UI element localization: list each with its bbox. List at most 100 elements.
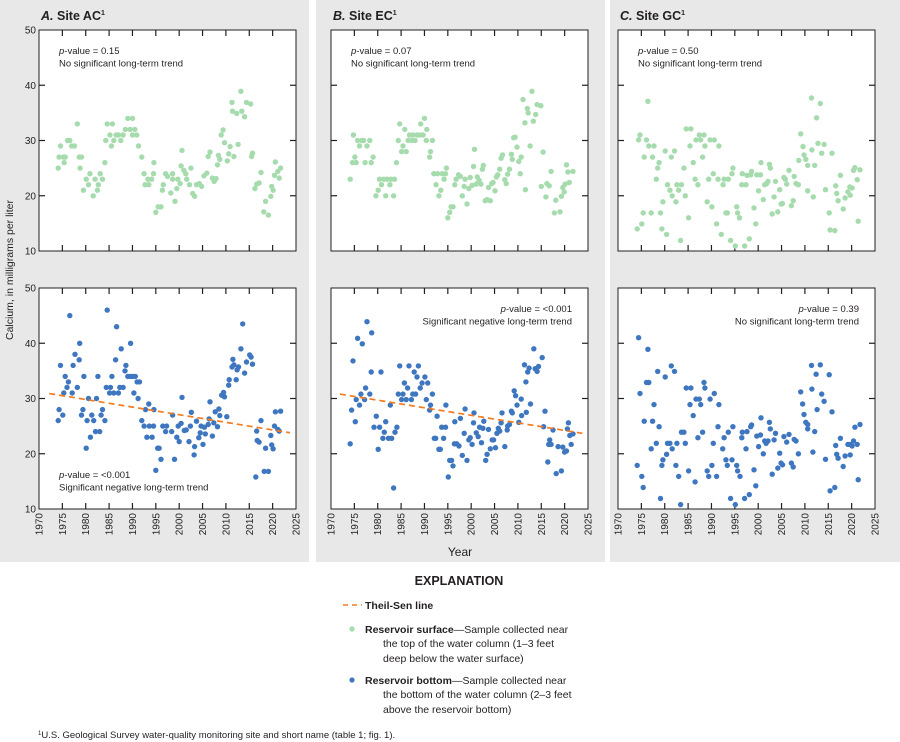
bottom-sample-point bbox=[741, 495, 748, 502]
surface-sample-point bbox=[158, 204, 164, 210]
bottom-sample-point bbox=[411, 369, 417, 375]
surface-sample-point bbox=[835, 198, 841, 204]
bottom-sample-point bbox=[702, 385, 708, 391]
bottom-sample-point bbox=[146, 423, 152, 429]
surface-sample-point bbox=[798, 131, 804, 137]
surface-sample-point bbox=[522, 120, 528, 126]
surface-sample-point bbox=[837, 172, 844, 178]
surface-sample-point bbox=[229, 108, 236, 114]
surface-sample-point bbox=[424, 126, 430, 133]
panel-title-b: B. Site EC1 bbox=[333, 9, 397, 23]
surface-sample-point bbox=[497, 166, 503, 172]
surface-sample-point bbox=[570, 168, 576, 175]
x-tick-label: 1975 bbox=[350, 513, 361, 536]
surface-sample-point bbox=[713, 221, 720, 227]
surface-sample-point bbox=[827, 227, 833, 233]
surface-sample-point bbox=[248, 101, 254, 107]
surface-sample-point bbox=[376, 176, 383, 182]
bottom-sample-point bbox=[716, 401, 722, 408]
bottom-sample-point bbox=[437, 446, 443, 452]
surface-sample-point bbox=[634, 226, 640, 232]
bottom-sample-point bbox=[790, 464, 796, 470]
surface-sample-point bbox=[782, 176, 788, 182]
bottom-sample-point bbox=[685, 468, 692, 474]
bottom-sample-point bbox=[171, 456, 178, 462]
surface-sample-point bbox=[402, 126, 408, 133]
surface-sample-point bbox=[67, 137, 73, 144]
bottom-sample-point bbox=[511, 388, 517, 394]
bottom-sample-point bbox=[498, 420, 504, 426]
surface-sample-point bbox=[847, 192, 853, 198]
bottom-sample-point bbox=[169, 428, 175, 435]
legend-title: EXPLANATION bbox=[415, 574, 504, 588]
bottom-sample-point bbox=[113, 324, 120, 330]
surface-sample-point bbox=[129, 115, 136, 122]
surface-sample-point bbox=[412, 137, 418, 144]
surface-sample-point bbox=[459, 193, 465, 199]
bottom-sample-point bbox=[191, 443, 198, 450]
trend-label: No significant long-term trend bbox=[735, 317, 859, 328]
bottom-sample-point bbox=[739, 435, 745, 441]
footnote-marker: 1 bbox=[38, 731, 42, 737]
surface-sample-point bbox=[817, 100, 823, 107]
surface-sample-point bbox=[777, 187, 783, 193]
surface-sample-point bbox=[699, 154, 706, 160]
surface-sample-point bbox=[692, 176, 698, 182]
bottom-sample-point bbox=[149, 434, 155, 440]
bottom-sample-point bbox=[683, 385, 689, 391]
bottom-sample-point bbox=[833, 442, 839, 449]
bottom-sample-point bbox=[765, 438, 771, 444]
surface-sample-point bbox=[83, 176, 89, 182]
surface-sample-point bbox=[78, 154, 85, 160]
bottom-sample-point bbox=[565, 420, 572, 426]
surface-sample-point bbox=[469, 182, 475, 188]
bottom-sample-point bbox=[188, 409, 194, 415]
bottom-sample-point bbox=[487, 446, 493, 452]
surface-sample-point bbox=[646, 143, 652, 149]
surface-sample-point bbox=[361, 137, 367, 144]
bottom-sample-point bbox=[523, 409, 529, 415]
surface-sample-point bbox=[277, 165, 284, 171]
surface-sample-point bbox=[367, 137, 373, 144]
surface-sample-point bbox=[429, 137, 436, 144]
surface-sample-point bbox=[543, 194, 549, 200]
bottom-sample-point bbox=[142, 406, 149, 413]
bottom-sample-point bbox=[555, 443, 561, 450]
bottom-sample-point bbox=[76, 357, 82, 363]
surface-sample-point bbox=[450, 204, 456, 210]
bottom-sample-point bbox=[842, 453, 848, 459]
bottom-sample-point bbox=[739, 429, 745, 435]
surface-sample-point bbox=[90, 193, 96, 199]
bottom-sample-point bbox=[397, 363, 403, 369]
bottom-sample-point bbox=[268, 432, 274, 439]
bottom-sample-point bbox=[356, 402, 363, 408]
surface-sample-point bbox=[809, 147, 815, 153]
surface-sample-point bbox=[235, 141, 241, 148]
surface-sample-point bbox=[398, 148, 405, 155]
bottom-sample-point bbox=[240, 321, 246, 327]
surface-sample-point bbox=[711, 137, 717, 143]
surface-sample-point bbox=[673, 199, 679, 205]
p-value-text: -value = <0.001 bbox=[64, 470, 130, 481]
surface-sample-point bbox=[641, 154, 647, 160]
x-tick-label: 1985 bbox=[105, 513, 116, 536]
surface-sample-point bbox=[443, 165, 450, 171]
bottom-sample-point bbox=[850, 438, 857, 444]
bottom-sample-point bbox=[235, 364, 242, 370]
plot-area-b-bottom bbox=[330, 287, 589, 510]
bottom-sample-point bbox=[162, 428, 169, 435]
surface-sample-point bbox=[94, 187, 101, 193]
x-tick-label: 1980 bbox=[660, 513, 671, 536]
surface-sample-point bbox=[660, 199, 666, 205]
bottom-legend-marker bbox=[349, 677, 355, 683]
bottom-sample-point bbox=[801, 411, 807, 418]
surface-sample-point bbox=[790, 198, 796, 204]
surface-legend-line3: deep below the water surface) bbox=[383, 653, 524, 665]
surface-sample-point bbox=[431, 171, 437, 177]
surface-sample-point bbox=[769, 211, 775, 217]
surface-sample-point bbox=[508, 151, 515, 157]
bottom-sample-point bbox=[766, 419, 773, 425]
surface-sample-point bbox=[524, 105, 530, 112]
surface-sample-point bbox=[122, 126, 129, 133]
x-tick-label: 2005 bbox=[777, 513, 788, 536]
